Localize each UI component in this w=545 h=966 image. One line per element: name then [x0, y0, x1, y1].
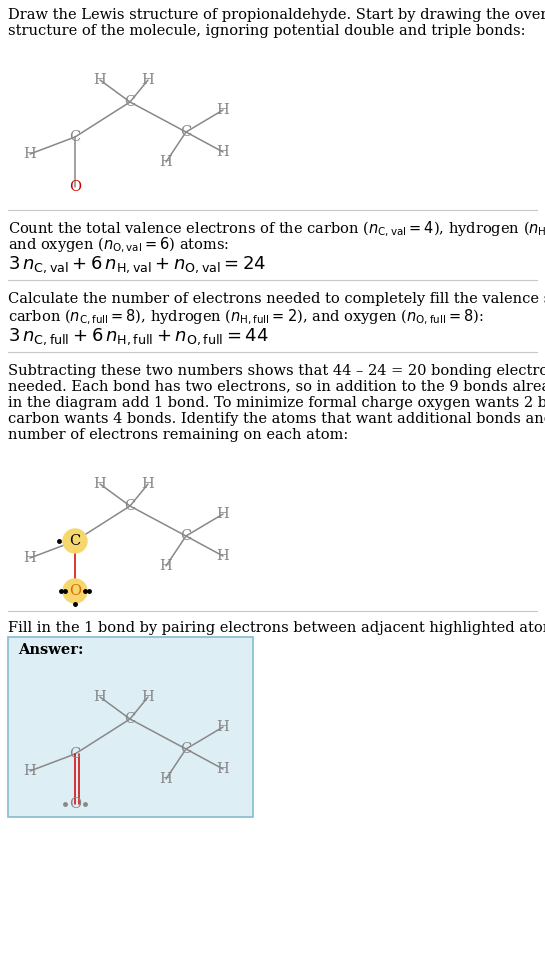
Text: carbon ($n_\mathrm{C,full} = 8$), hydrogen ($n_\mathrm{H,full} = 2$), and oxygen: carbon ($n_\mathrm{C,full} = 8$), hydrog… — [8, 308, 484, 327]
Text: H: H — [216, 549, 229, 563]
Text: H: H — [142, 73, 154, 87]
FancyBboxPatch shape — [8, 637, 253, 817]
Text: $3\,n_\mathrm{C,val} + 6\,n_\mathrm{H,val} + n_\mathrm{O,val} = 24$: $3\,n_\mathrm{C,val} + 6\,n_\mathrm{H,va… — [8, 254, 267, 274]
Circle shape — [63, 529, 87, 553]
Text: H: H — [23, 551, 37, 565]
Text: $3\,n_\mathrm{C,full} + 6\,n_\mathrm{H,full} + n_\mathrm{O,full} = 44$: $3\,n_\mathrm{C,full} + 6\,n_\mathrm{H,f… — [8, 326, 269, 347]
Text: H: H — [142, 477, 154, 491]
Text: carbon wants 4 bonds. Identify the atoms that want additional bonds and the: carbon wants 4 bonds. Identify the atoms… — [8, 412, 545, 426]
Text: H: H — [216, 762, 229, 776]
Text: Fill in the 1 bond by pairing electrons between adjacent highlighted atoms:: Fill in the 1 bond by pairing electrons … — [8, 621, 545, 635]
Text: C: C — [124, 712, 136, 726]
Text: O: O — [69, 797, 81, 811]
Text: H: H — [216, 507, 229, 521]
Text: H: H — [216, 103, 229, 117]
Text: H: H — [160, 155, 172, 169]
Text: number of electrons remaining on each atom:: number of electrons remaining on each at… — [8, 428, 348, 442]
Text: and oxygen ($n_\mathrm{O,val} = 6$) atoms:: and oxygen ($n_\mathrm{O,val} = 6$) atom… — [8, 236, 229, 255]
Text: C: C — [69, 534, 81, 548]
Text: Subtracting these two numbers shows that 44 – 24 = 20 bonding electrons are: Subtracting these two numbers shows that… — [8, 364, 545, 378]
Text: H: H — [94, 73, 106, 87]
Text: O: O — [69, 584, 81, 598]
Text: Draw the Lewis structure of propionaldehyde. Start by drawing the overall: Draw the Lewis structure of propionaldeh… — [8, 8, 545, 22]
Text: H: H — [94, 690, 106, 704]
Text: C: C — [69, 747, 81, 761]
Text: C: C — [180, 742, 192, 756]
Text: C: C — [180, 529, 192, 543]
Text: C: C — [69, 130, 81, 144]
Text: H: H — [23, 764, 37, 778]
Text: H: H — [94, 477, 106, 491]
Text: O: O — [69, 180, 81, 194]
Text: C: C — [124, 95, 136, 109]
Text: H: H — [23, 147, 37, 161]
Text: H: H — [160, 772, 172, 786]
Text: H: H — [216, 720, 229, 734]
Text: H: H — [142, 690, 154, 704]
Text: Answer:: Answer: — [18, 643, 83, 657]
Text: C: C — [180, 125, 192, 139]
Text: in the diagram add 1 bond. To minimize formal charge oxygen wants 2 bonds and: in the diagram add 1 bond. To minimize f… — [8, 396, 545, 410]
Text: needed. Each bond has two electrons, so in addition to the 9 bonds already prese: needed. Each bond has two electrons, so … — [8, 380, 545, 394]
Circle shape — [63, 579, 87, 603]
Text: Count the total valence electrons of the carbon ($n_\mathrm{C,val} = 4$), hydrog: Count the total valence electrons of the… — [8, 220, 545, 240]
Text: H: H — [216, 145, 229, 159]
Text: C: C — [124, 499, 136, 513]
Text: H: H — [160, 559, 172, 573]
Text: structure of the molecule, ignoring potential double and triple bonds:: structure of the molecule, ignoring pote… — [8, 24, 525, 38]
Text: Calculate the number of electrons needed to completely fill the valence shells f: Calculate the number of electrons needed… — [8, 292, 545, 306]
